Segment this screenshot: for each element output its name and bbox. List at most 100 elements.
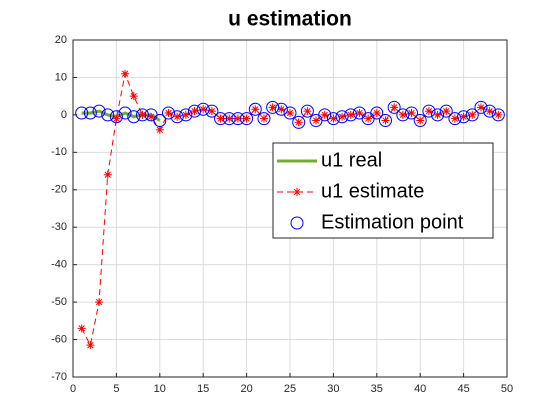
circle-marker xyxy=(222,112,236,126)
circle-marker xyxy=(300,104,314,118)
legend-label: u1 estimate xyxy=(321,180,424,202)
circle-marker xyxy=(188,104,202,118)
x-tick-label: 10 xyxy=(154,383,166,395)
circle-marker xyxy=(135,108,149,122)
circle-marker xyxy=(92,104,106,118)
star-marker xyxy=(372,109,381,118)
circle-marker xyxy=(318,108,332,122)
star-marker xyxy=(207,107,216,116)
star-marker xyxy=(86,341,95,350)
y-tick-label: 10 xyxy=(55,71,67,83)
star-marker xyxy=(155,125,164,134)
star-marker xyxy=(312,116,321,125)
x-tick-label: 45 xyxy=(457,383,469,395)
star-marker xyxy=(190,107,199,116)
circle-marker xyxy=(231,112,245,126)
circle-marker xyxy=(153,114,167,128)
star-marker xyxy=(251,105,260,114)
y-tick-label: -10 xyxy=(51,146,67,158)
circle-marker xyxy=(396,108,410,122)
circle-marker xyxy=(491,108,505,122)
circle-marker xyxy=(387,100,401,114)
y-tick-label: -30 xyxy=(51,221,67,233)
circle-marker xyxy=(413,114,427,128)
star-marker xyxy=(468,110,477,119)
star-marker xyxy=(233,114,242,123)
circle-marker xyxy=(335,110,349,124)
circle-marker xyxy=(205,104,219,118)
circle-marker xyxy=(431,108,445,122)
circle-marker xyxy=(266,100,280,114)
star-marker xyxy=(294,118,303,127)
circle-marker xyxy=(127,110,141,124)
y-tick-label: -60 xyxy=(51,333,67,345)
star-marker xyxy=(181,110,190,119)
star-marker xyxy=(485,107,494,116)
legend: u1 real u1 estimate Estimation point xyxy=(272,142,494,239)
circle-marker xyxy=(274,102,288,116)
star-marker xyxy=(112,114,121,123)
circle-marker xyxy=(465,108,479,122)
y-tick-label: 0 xyxy=(61,109,67,121)
circle-marker xyxy=(83,106,97,120)
star-marker xyxy=(424,107,433,116)
star-marker xyxy=(199,105,208,114)
circle-marker xyxy=(196,102,210,116)
star-marker xyxy=(259,114,268,123)
star-marker xyxy=(225,114,234,123)
star-marker xyxy=(293,188,301,196)
star-marker xyxy=(329,114,338,123)
x-tick-label: 25 xyxy=(284,383,296,395)
star-marker xyxy=(355,109,364,118)
x-tick-label: 35 xyxy=(371,383,383,395)
circle-marker xyxy=(118,106,132,120)
x-tick-label: 40 xyxy=(414,383,426,395)
y-tick-label: -20 xyxy=(51,184,67,196)
x-tick-label: 50 xyxy=(501,383,513,395)
star-marker xyxy=(95,298,104,307)
star-marker xyxy=(381,116,390,125)
star-marker xyxy=(268,103,277,112)
star-marker xyxy=(286,109,294,118)
circle-marker xyxy=(283,106,297,120)
star-marker xyxy=(407,109,416,118)
star-marker xyxy=(138,110,147,119)
star-marker xyxy=(450,114,459,123)
star-marker xyxy=(147,112,156,121)
star-marker xyxy=(433,110,442,119)
y-tick-label: -50 xyxy=(51,296,67,308)
star-marker xyxy=(121,69,130,78)
star-marker xyxy=(242,114,251,123)
circle-marker xyxy=(214,112,228,126)
circle-marker xyxy=(101,108,115,122)
circle-marker xyxy=(75,106,89,120)
axes-box xyxy=(72,39,508,378)
circle-marker xyxy=(422,104,436,118)
star-marker xyxy=(129,92,138,101)
circle-marker xyxy=(161,106,175,120)
circle-marker xyxy=(290,216,304,230)
circle-marker xyxy=(405,106,419,120)
star-marker xyxy=(442,107,451,116)
star-marker xyxy=(398,110,407,119)
y-tick-label: 20 xyxy=(55,34,67,46)
circle-marker xyxy=(179,108,193,122)
circle-marker xyxy=(344,108,358,122)
star-marker xyxy=(320,110,329,119)
x-tick-label: 0 xyxy=(70,383,76,395)
circle-marker xyxy=(474,100,488,114)
circle-marker xyxy=(448,112,462,126)
x-tick-label: 5 xyxy=(113,383,119,395)
legend-box xyxy=(272,142,494,239)
circle-marker xyxy=(483,104,497,118)
star-marker xyxy=(338,112,347,121)
chart-title: u estimation xyxy=(228,8,352,31)
star-marker xyxy=(494,110,503,119)
legend-label: Estimation point xyxy=(321,211,464,233)
series-line xyxy=(81,109,161,122)
star-marker xyxy=(173,112,182,121)
circle-marker xyxy=(109,110,123,124)
star-marker xyxy=(303,107,312,116)
circle-marker xyxy=(240,112,254,126)
